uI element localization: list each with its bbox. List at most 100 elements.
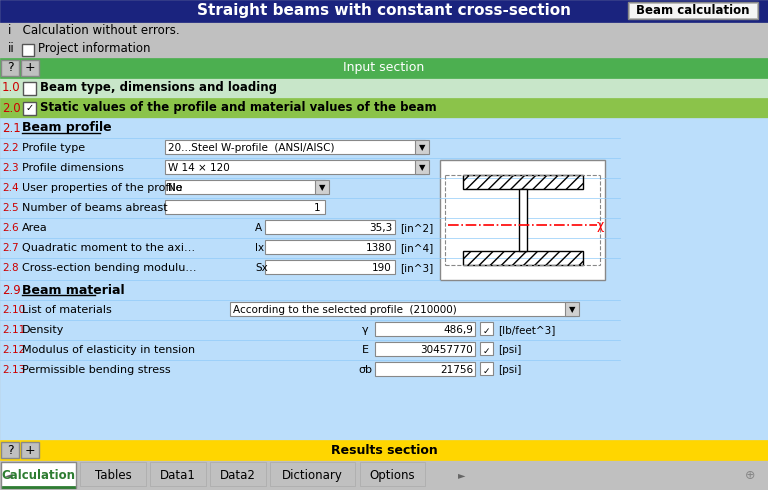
Text: Cross-ection bending modulu…: Cross-ection bending modulu… — [22, 263, 197, 273]
Text: 2.9: 2.9 — [2, 284, 21, 296]
Text: According to the selected profile  (210000): According to the selected profile (21000… — [233, 305, 457, 315]
Text: i   Calculation without errors.: i Calculation without errors. — [8, 24, 180, 38]
Text: Density: Density — [22, 325, 65, 335]
Text: 30457770: 30457770 — [420, 345, 473, 355]
Bar — [440, 160, 605, 280]
Bar — [0, 22, 768, 40]
Text: Results section: Results section — [331, 443, 437, 457]
Text: Input section: Input section — [343, 62, 425, 74]
Text: A: A — [255, 223, 262, 233]
Text: Data1: Data1 — [160, 468, 196, 482]
Text: ▼: ▼ — [419, 144, 425, 152]
Text: 2.7: 2.7 — [2, 243, 18, 253]
Bar — [80, 462, 146, 486]
Text: Profile type: Profile type — [22, 143, 85, 153]
Bar — [0, 98, 768, 118]
Bar — [375, 362, 475, 376]
Text: 2.8: 2.8 — [2, 263, 18, 273]
Text: Tables: Tables — [94, 468, 131, 482]
Text: [in^4]: [in^4] — [400, 243, 433, 253]
Text: Project information: Project information — [38, 43, 151, 55]
Bar — [480, 342, 493, 355]
Bar — [1, 442, 19, 458]
Text: Dictionary: Dictionary — [282, 468, 343, 482]
Bar — [375, 342, 475, 356]
Text: 2.0: 2.0 — [2, 101, 21, 115]
Text: Options: Options — [369, 468, 415, 482]
Text: Data2: Data2 — [220, 468, 256, 482]
Bar — [0, 440, 768, 460]
Text: 190: 190 — [372, 263, 392, 273]
Text: Number of beams abreast: Number of beams abreast — [22, 203, 167, 213]
Bar — [0, 0, 768, 22]
Bar — [360, 462, 425, 486]
Text: Beam material: Beam material — [22, 284, 124, 296]
Text: [lb/feet^3]: [lb/feet^3] — [498, 325, 555, 335]
Text: ✓: ✓ — [482, 367, 490, 375]
Text: 1380: 1380 — [366, 243, 392, 253]
Bar — [21, 60, 39, 76]
Bar — [0, 118, 768, 440]
Bar — [415, 160, 429, 174]
Bar — [21, 442, 39, 458]
Bar — [22, 44, 34, 56]
Text: Quadratic moment to the axi…: Quadratic moment to the axi… — [22, 243, 195, 253]
Text: χ: χ — [597, 219, 604, 231]
Text: E: E — [362, 345, 369, 355]
Bar — [265, 220, 395, 234]
Text: [psi]: [psi] — [498, 365, 521, 375]
Text: 2.10: 2.10 — [2, 305, 25, 315]
Bar — [375, 322, 475, 336]
Text: Permissible bending stress: Permissible bending stress — [22, 365, 170, 375]
Text: 2.4: 2.4 — [2, 183, 18, 193]
Text: ?: ? — [7, 62, 13, 74]
Bar — [480, 362, 493, 375]
Text: ▼: ▼ — [569, 305, 575, 315]
Text: 2.6: 2.6 — [2, 223, 18, 233]
Text: ✓: ✓ — [482, 346, 490, 356]
Bar — [165, 180, 325, 194]
Text: Profile dimensions: Profile dimensions — [22, 163, 124, 173]
Bar — [165, 140, 425, 154]
Text: 2.3: 2.3 — [2, 163, 18, 173]
Text: ii: ii — [8, 43, 15, 55]
Text: ▼: ▼ — [419, 164, 425, 172]
Text: Beam type, dimensions and loading: Beam type, dimensions and loading — [40, 81, 277, 95]
Text: 2.5: 2.5 — [2, 203, 18, 213]
Text: σb: σb — [358, 365, 372, 375]
Text: User properties of the profile: User properties of the profile — [22, 183, 183, 193]
Text: 2.2: 2.2 — [2, 143, 18, 153]
Bar — [628, 2, 758, 19]
Bar — [629, 3, 757, 18]
Text: [in^3]: [in^3] — [400, 263, 433, 273]
Text: Static values of the profile and material values of the beam: Static values of the profile and materia… — [40, 101, 437, 115]
Bar — [265, 240, 395, 254]
Text: ▼: ▼ — [319, 183, 326, 193]
Bar — [1, 60, 19, 76]
Text: Modulus of elasticity in tension: Modulus of elasticity in tension — [22, 345, 195, 355]
Text: Sx: Sx — [255, 263, 268, 273]
Text: 1.0: 1.0 — [2, 81, 21, 95]
Text: [in^2]: [in^2] — [400, 223, 433, 233]
Text: 486,9: 486,9 — [443, 325, 473, 335]
Bar — [315, 180, 329, 194]
Bar — [1, 462, 76, 488]
Text: 21756: 21756 — [440, 365, 473, 375]
Text: W 14 × 120: W 14 × 120 — [168, 163, 230, 173]
Text: 35,3: 35,3 — [369, 223, 392, 233]
Text: +: + — [25, 443, 35, 457]
Text: ?: ? — [7, 443, 13, 457]
Text: 2.13: 2.13 — [2, 365, 25, 375]
Bar — [0, 78, 768, 98]
Bar — [462, 175, 582, 189]
Bar — [230, 302, 575, 316]
Text: ◄: ◄ — [5, 470, 12, 480]
Text: ⊕: ⊕ — [745, 468, 756, 482]
Text: List of materials: List of materials — [22, 305, 112, 315]
Text: [psi]: [psi] — [498, 345, 521, 355]
Bar — [210, 462, 266, 486]
Text: 20...Steel W-profile  (ANSI/AISC): 20...Steel W-profile (ANSI/AISC) — [168, 143, 335, 153]
Bar — [518, 189, 527, 251]
Bar — [480, 322, 493, 335]
Text: Ix: Ix — [255, 243, 264, 253]
